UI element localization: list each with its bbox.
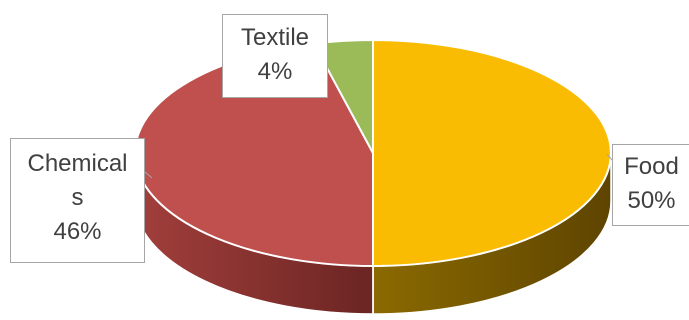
textile-percent-label: 4%	[257, 58, 293, 85]
chemicals-name-label-line1: Chemical	[27, 150, 128, 177]
food-name-label: Food	[624, 153, 679, 180]
food-data-label: Food 50%	[612, 144, 689, 226]
chemicals-leader-line	[144, 171, 153, 179]
textile-data-label: Textile 4%	[222, 14, 328, 98]
food-leader-line	[606, 153, 613, 161]
food-percent-label: 50%	[627, 187, 676, 214]
textile-name-label: Textile	[240, 24, 310, 51]
chemicals-percent-label: 46%	[53, 218, 102, 245]
food-slice	[372, 39, 612, 267]
chemicals-data-label: Chemical s 46%	[10, 138, 145, 263]
chemicals-name-label-line2: s	[71, 184, 84, 211]
